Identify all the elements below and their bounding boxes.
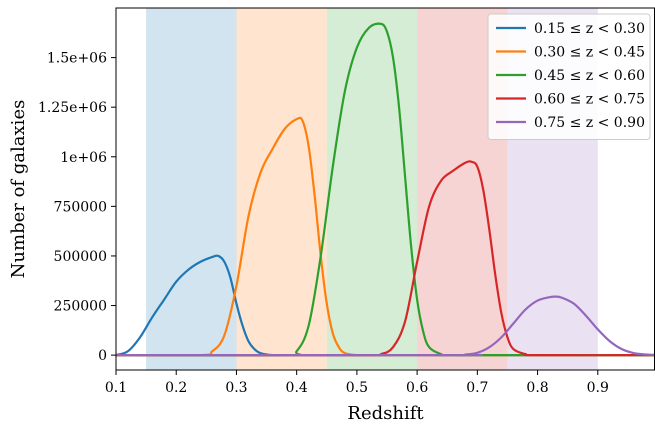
legend-label: 0.60 ≤ z < 0.75 [534,92,645,108]
legend-label: 0.45 ≤ z < 0.60 [534,68,645,84]
x-tick-label: 0.3 [225,380,247,396]
x-tick-label: 0.8 [526,380,548,396]
legend-label: 0.75 ≤ z < 0.90 [534,115,645,131]
legend: 0.15 ≤ z < 0.30 0.30 ≤ z < 0.45 0.45 ≤ z <… [487,13,651,140]
y-axis-ticks: 0 250000 500000 750000 1e+06 1.25e+06 1.5e+06 [38,51,116,364]
x-tick-label: 0.1 [105,380,127,396]
y-tick-label: 0 [98,348,107,364]
series-lines [115,22,655,357]
redshift-bin-1 [146,8,237,370]
y-tick-label: 750000 [54,199,107,215]
y-tick-label: 250000 [54,299,107,315]
y-axis-label: Number of galaxies [8,100,29,279]
y-tick-label: 1.25e+06 [38,100,107,116]
x-tick-label: 0.9 [587,380,609,396]
x-tick-label: 0.5 [346,380,368,396]
series-line-5 [115,295,655,357]
x-tick-label: 0.2 [165,380,187,396]
x-axis-ticks: 0.1 0.2 0.3 0.4 0.5 0.6 0.7 0.8 0.9 [105,370,609,396]
x-tick-label: 0.6 [406,380,428,396]
legend-label: 0.30 ≤ z < 0.45 [534,45,645,61]
x-tick-label: 0.4 [286,380,308,396]
y-tick-label: 1e+06 [60,150,107,166]
legend-label: 0.15 ≤ z < 0.30 [534,21,645,37]
redshift-bin-3 [326,8,418,370]
y-tick-label: 500000 [54,249,107,265]
x-tick-label: 0.7 [466,380,488,396]
legend-box [487,13,651,140]
series-line-4 [115,160,655,357]
y-tick-label: 1.5e+06 [47,51,107,67]
x-axis-label: Redshift [347,403,424,424]
series-line-3 [115,22,655,357]
